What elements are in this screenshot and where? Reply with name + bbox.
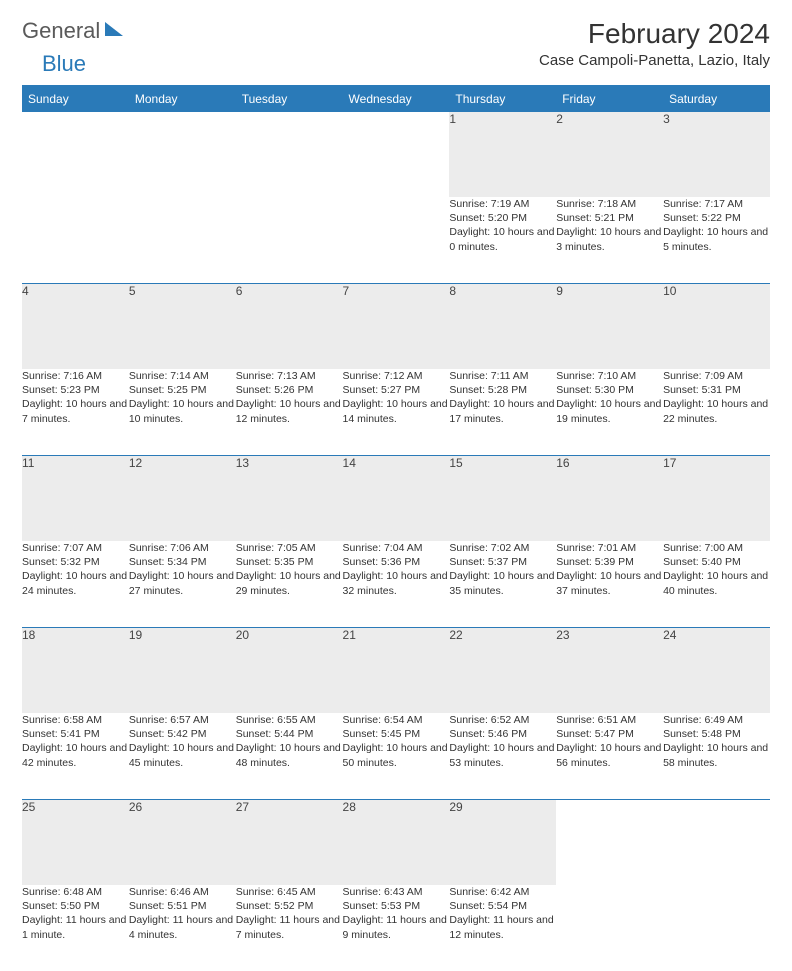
day-number-cell: 6 [236, 283, 343, 369]
day-number-row: 45678910 [22, 283, 770, 369]
day-number-cell: 28 [343, 799, 450, 885]
day-content-cell: Sunrise: 7:09 AMSunset: 5:31 PMDaylight:… [663, 369, 770, 455]
day-content-row: Sunrise: 7:19 AMSunset: 5:20 PMDaylight:… [22, 197, 770, 283]
dow-fri: Friday [556, 87, 663, 111]
day-number-cell: 5 [129, 283, 236, 369]
day-content-cell: Sunrise: 7:19 AMSunset: 5:20 PMDaylight:… [449, 197, 556, 283]
dow-mon: Monday [129, 87, 236, 111]
day-number-cell: 9 [556, 283, 663, 369]
day-number-cell: 16 [556, 455, 663, 541]
day-content-cell: Sunrise: 7:16 AMSunset: 5:23 PMDaylight:… [22, 369, 129, 455]
day-number-cell: 2 [556, 111, 663, 197]
logo-text-blue: Blue [42, 51, 86, 76]
day-content-cell: Sunrise: 6:43 AMSunset: 5:53 PMDaylight:… [343, 885, 450, 971]
day-number-cell: 23 [556, 627, 663, 713]
day-number-cell: 4 [22, 283, 129, 369]
dow-wed: Wednesday [343, 87, 450, 111]
day-number-row: 2526272829 [22, 799, 770, 885]
day-content-cell: Sunrise: 7:02 AMSunset: 5:37 PMDaylight:… [449, 541, 556, 627]
day-number-cell: 18 [22, 627, 129, 713]
logo-triangle-icon [105, 22, 123, 36]
day-number-cell: 15 [449, 455, 556, 541]
day-number-cell: 22 [449, 627, 556, 713]
day-number-row: 123 [22, 111, 770, 197]
day-number-cell: 25 [22, 799, 129, 885]
day-content-cell: Sunrise: 7:04 AMSunset: 5:36 PMDaylight:… [343, 541, 450, 627]
day-number-cell [663, 799, 770, 885]
day-content-cell [343, 197, 450, 283]
day-number-cell: 8 [449, 283, 556, 369]
day-content-cell: Sunrise: 7:05 AMSunset: 5:35 PMDaylight:… [236, 541, 343, 627]
day-number-cell [129, 111, 236, 197]
dow-sun: Sunday [22, 87, 129, 111]
month-title: February 2024 [539, 18, 770, 50]
day-content-cell: Sunrise: 7:01 AMSunset: 5:39 PMDaylight:… [556, 541, 663, 627]
day-number-cell: 7 [343, 283, 450, 369]
calendar-table: Sunday Monday Tuesday Wednesday Thursday… [22, 87, 770, 971]
day-number-cell: 19 [129, 627, 236, 713]
dow-sat: Saturday [663, 87, 770, 111]
day-content-cell: Sunrise: 7:07 AMSunset: 5:32 PMDaylight:… [22, 541, 129, 627]
dow-tue: Tuesday [236, 87, 343, 111]
day-number-cell [22, 111, 129, 197]
day-content-row: Sunrise: 6:58 AMSunset: 5:41 PMDaylight:… [22, 713, 770, 799]
day-content-cell: Sunrise: 6:45 AMSunset: 5:52 PMDaylight:… [236, 885, 343, 971]
day-content-cell: Sunrise: 7:00 AMSunset: 5:40 PMDaylight:… [663, 541, 770, 627]
day-number-cell: 26 [129, 799, 236, 885]
day-content-cell: Sunrise: 6:54 AMSunset: 5:45 PMDaylight:… [343, 713, 450, 799]
logo-text-general: General [22, 18, 100, 44]
day-content-cell: Sunrise: 7:11 AMSunset: 5:28 PMDaylight:… [449, 369, 556, 455]
day-content-cell: Sunrise: 6:51 AMSunset: 5:47 PMDaylight:… [556, 713, 663, 799]
day-content-row: Sunrise: 7:07 AMSunset: 5:32 PMDaylight:… [22, 541, 770, 627]
day-number-cell: 20 [236, 627, 343, 713]
day-number-row: 11121314151617 [22, 455, 770, 541]
day-number-cell: 12 [129, 455, 236, 541]
day-content-cell: Sunrise: 7:14 AMSunset: 5:25 PMDaylight:… [129, 369, 236, 455]
day-content-row: Sunrise: 6:48 AMSunset: 5:50 PMDaylight:… [22, 885, 770, 971]
day-number-cell: 1 [449, 111, 556, 197]
day-number-cell: 21 [343, 627, 450, 713]
dow-thu: Thursday [449, 87, 556, 111]
day-content-cell: Sunrise: 7:06 AMSunset: 5:34 PMDaylight:… [129, 541, 236, 627]
day-content-cell [236, 197, 343, 283]
day-content-cell: Sunrise: 6:48 AMSunset: 5:50 PMDaylight:… [22, 885, 129, 971]
day-content-row: Sunrise: 7:16 AMSunset: 5:23 PMDaylight:… [22, 369, 770, 455]
day-number-cell [343, 111, 450, 197]
day-content-cell: Sunrise: 6:57 AMSunset: 5:42 PMDaylight:… [129, 713, 236, 799]
day-number-cell: 14 [343, 455, 450, 541]
day-number-cell: 24 [663, 627, 770, 713]
day-number-cell: 13 [236, 455, 343, 541]
day-content-cell: Sunrise: 6:55 AMSunset: 5:44 PMDaylight:… [236, 713, 343, 799]
day-content-cell: Sunrise: 6:46 AMSunset: 5:51 PMDaylight:… [129, 885, 236, 971]
day-number-cell: 17 [663, 455, 770, 541]
day-number-cell: 3 [663, 111, 770, 197]
day-content-cell: Sunrise: 7:18 AMSunset: 5:21 PMDaylight:… [556, 197, 663, 283]
title-block: February 2024 Case Campoli-Panetta, Lazi… [539, 18, 770, 69]
day-number-cell [556, 799, 663, 885]
day-number-cell [236, 111, 343, 197]
location: Case Campoli-Panetta, Lazio, Italy [539, 52, 770, 69]
day-content-cell: Sunrise: 7:17 AMSunset: 5:22 PMDaylight:… [663, 197, 770, 283]
day-number-cell: 10 [663, 283, 770, 369]
day-number-cell: 27 [236, 799, 343, 885]
weekday-header-row: Sunday Monday Tuesday Wednesday Thursday… [22, 87, 770, 111]
day-content-cell: Sunrise: 7:13 AMSunset: 5:26 PMDaylight:… [236, 369, 343, 455]
day-content-cell [556, 885, 663, 971]
day-number-row: 18192021222324 [22, 627, 770, 713]
day-number-cell: 29 [449, 799, 556, 885]
day-content-cell [129, 197, 236, 283]
day-content-cell [22, 197, 129, 283]
calendar-body: 123Sunrise: 7:19 AMSunset: 5:20 PMDaylig… [22, 111, 770, 971]
day-content-cell: Sunrise: 6:58 AMSunset: 5:41 PMDaylight:… [22, 713, 129, 799]
day-content-cell: Sunrise: 7:10 AMSunset: 5:30 PMDaylight:… [556, 369, 663, 455]
day-content-cell: Sunrise: 6:49 AMSunset: 5:48 PMDaylight:… [663, 713, 770, 799]
day-content-cell [663, 885, 770, 971]
day-content-cell: Sunrise: 7:12 AMSunset: 5:27 PMDaylight:… [343, 369, 450, 455]
logo: General [22, 18, 126, 44]
day-content-cell: Sunrise: 6:42 AMSunset: 5:54 PMDaylight:… [449, 885, 556, 971]
day-number-cell: 11 [22, 455, 129, 541]
day-content-cell: Sunrise: 6:52 AMSunset: 5:46 PMDaylight:… [449, 713, 556, 799]
